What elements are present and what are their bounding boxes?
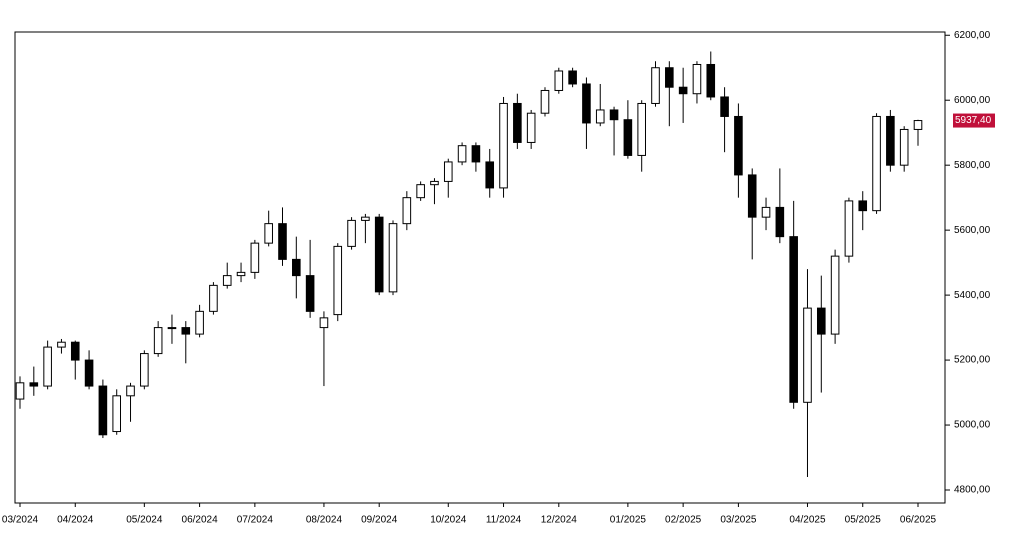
candle-body <box>858 200 868 212</box>
y-tick-label: 5800,00 <box>954 160 991 171</box>
candle-body <box>637 102 646 156</box>
x-tick-label: 06/2024 <box>182 515 219 526</box>
candle-body <box>899 128 909 166</box>
candle-body <box>416 184 425 199</box>
x-tick-label: 07/2024 <box>237 515 274 526</box>
candle-body <box>126 385 135 397</box>
y-tick-label: 5200,00 <box>954 355 991 366</box>
candle-body <box>402 197 412 225</box>
candle-body <box>57 341 66 348</box>
x-tick-label: 03/2025 <box>720 515 757 526</box>
candle-body <box>692 63 702 95</box>
y-tick-label: 6000,00 <box>954 95 991 106</box>
x-tick-label: 11/2024 <box>486 515 522 526</box>
x-tick-label: 05/2024 <box>126 515 163 526</box>
x-tick-label: 05/2025 <box>845 515 882 526</box>
candle-body <box>278 223 287 260</box>
y-tick-label: 5400,00 <box>954 290 991 301</box>
candle-body <box>443 161 453 182</box>
candle-body <box>471 145 481 163</box>
x-tick-label: 12/2024 <box>541 515 578 526</box>
y-tick-label: 4800,00 <box>954 485 991 496</box>
candle-body <box>15 382 25 400</box>
y-tick-label: 5000,00 <box>954 420 991 431</box>
candle-body <box>430 180 439 186</box>
candle-body <box>844 200 854 257</box>
candle-body <box>789 236 798 403</box>
candle-body <box>347 219 356 247</box>
candle-body <box>485 161 495 189</box>
candle-body <box>761 206 771 218</box>
candle-body <box>112 395 122 433</box>
candle-body <box>720 96 729 117</box>
last-price-box <box>953 113 995 128</box>
candle-body <box>706 63 716 98</box>
x-tick-label: 04/2025 <box>789 515 826 526</box>
x-tick-label: 08/2024 <box>306 515 343 526</box>
candle-body <box>568 70 577 85</box>
candle-body <box>98 385 108 436</box>
candle-body <box>734 115 743 176</box>
x-tick-label: 03/2024 <box>2 515 39 526</box>
y-tick-label: 5600,00 <box>954 225 991 236</box>
candle-body <box>333 245 343 316</box>
candle-body <box>595 109 605 124</box>
candle-body <box>775 206 785 238</box>
candle-body <box>665 67 674 88</box>
x-tick-label: 06/2025 <box>900 515 937 526</box>
x-tick-label: 10/2024 <box>430 515 467 526</box>
candle-body <box>554 70 564 91</box>
candle-body <box>913 120 923 130</box>
x-tick-label: 01/2025 <box>610 515 647 526</box>
candle-body <box>499 102 508 189</box>
candle-body <box>886 115 895 166</box>
candle-body <box>374 216 384 293</box>
candle-body <box>181 327 191 335</box>
candle-body <box>29 382 39 387</box>
candle-body <box>43 346 52 387</box>
candle-body <box>167 327 177 330</box>
candle-body <box>195 310 204 335</box>
x-tick-label: 04/2024 <box>57 515 94 526</box>
candle-body <box>153 327 163 355</box>
x-tick-label: 09/2024 <box>361 515 398 526</box>
candle-body <box>526 112 536 143</box>
y-tick-label: 6200,00 <box>954 30 991 41</box>
x-tick-label: 02/2025 <box>665 515 702 526</box>
candle-body <box>250 242 260 273</box>
candle-body <box>140 353 149 387</box>
last-price-label: 5937,40 <box>955 115 992 126</box>
candle-body <box>623 119 633 156</box>
candle-body <box>236 271 246 277</box>
candle-body <box>816 307 826 335</box>
candle-body <box>84 359 94 387</box>
candle-body <box>513 102 522 143</box>
candle-body <box>222 275 232 286</box>
candle-body <box>264 223 273 244</box>
candle-body <box>609 109 619 121</box>
candle-body <box>319 317 329 329</box>
candle-body <box>457 145 467 163</box>
candle-body <box>872 115 881 212</box>
plot-frame <box>14 31 946 504</box>
candle-body <box>582 83 591 124</box>
candle-body <box>388 223 398 293</box>
candle-body <box>292 258 301 277</box>
candle-body <box>540 89 550 114</box>
candle-body <box>830 255 840 335</box>
candle-body <box>305 275 315 312</box>
candle-body <box>651 67 660 104</box>
candle-body <box>747 174 757 218</box>
candle-body <box>209 284 218 312</box>
candle-body <box>70 341 80 361</box>
candle-body <box>803 307 812 403</box>
candle-body <box>678 86 688 95</box>
candle-body <box>361 216 370 221</box>
